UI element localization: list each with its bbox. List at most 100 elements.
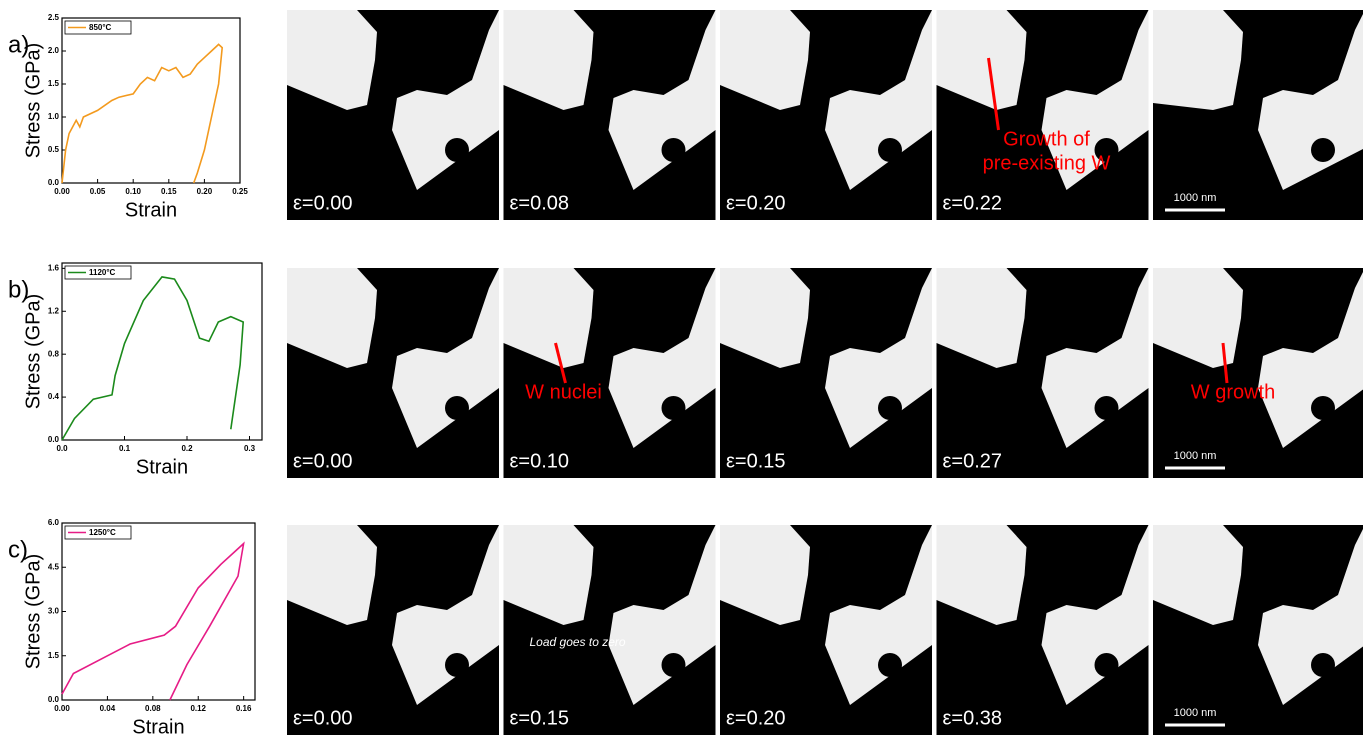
tem-frame: ε=0.00 — [287, 10, 499, 220]
tem-frame: ε=0.38 — [936, 525, 1149, 735]
annotation: W growth — [1191, 381, 1275, 403]
x-tick-label: 0.04 — [100, 704, 116, 713]
scale-bar-label: 1000 nm — [1174, 192, 1217, 204]
specimen-left — [1153, 268, 1243, 368]
strain-label: ε=0.15 — [726, 450, 786, 472]
y-tick-label: 0.0 — [48, 695, 60, 704]
specimen-right — [392, 10, 499, 190]
x-tick-label: 0.00 — [54, 704, 70, 713]
tem-frame: ε=0.27 — [936, 268, 1149, 478]
y-tick-label: 0.0 — [48, 178, 60, 187]
specimen-left — [720, 525, 810, 625]
y-tick-label: 4.5 — [48, 562, 60, 571]
strain-label: ε=0.15 — [510, 707, 570, 729]
specimen-left — [503, 268, 594, 368]
w-particle — [878, 396, 902, 420]
w-particle — [661, 653, 686, 677]
w-particle — [878, 138, 902, 162]
specimen-right — [1258, 529, 1363, 705]
plot-frame — [61, 262, 263, 441]
specimen-right — [1041, 268, 1149, 448]
strain-label: ε=0.20 — [726, 707, 786, 729]
panel-label: c) — [8, 536, 28, 563]
strain-label: ε=0.00 — [293, 707, 353, 729]
annotation-arrow — [987, 57, 1000, 131]
scale-bar-label: 1000 nm — [1174, 450, 1217, 462]
w-particle — [878, 653, 902, 677]
x-tick-label: 0.15 — [161, 187, 177, 196]
specimen-right — [1041, 10, 1149, 190]
legend-label: 1250°C — [89, 528, 116, 537]
w-particle — [1311, 653, 1335, 677]
x-tick-label: 0.05 — [90, 187, 106, 196]
y-tick-label: 2.5 — [48, 13, 60, 22]
specimen-right — [608, 525, 716, 705]
tem-frame: ε=0.00 — [287, 525, 499, 735]
specimen-left — [1153, 10, 1243, 110]
y-tick-label: 0.0 — [48, 435, 60, 444]
specimen-right — [825, 268, 932, 448]
legend-box — [64, 265, 132, 280]
strain-label: ε=0.10 — [510, 450, 570, 472]
specimen-left — [287, 10, 377, 110]
tem-frame: ε=0.20 — [720, 10, 932, 220]
specimen-right — [825, 10, 932, 190]
specimen-right — [392, 525, 499, 705]
plot-frame — [61, 522, 256, 701]
y-tick-label: 3.0 — [48, 607, 60, 616]
x-tick-label: 0.10 — [125, 187, 141, 196]
specimen-right — [1258, 14, 1363, 190]
w-particle — [445, 653, 469, 677]
scale-bar-label: 1000 nm — [1174, 707, 1217, 719]
annotation: Growth of — [1003, 128, 1090, 150]
x-tick-label: 0.3 — [244, 444, 256, 453]
y-tick-label: 1.5 — [48, 79, 60, 88]
w-particle — [445, 396, 469, 420]
x-tick-label: 0.08 — [145, 704, 161, 713]
strain-label: ε=0.20 — [726, 192, 786, 214]
legend-box — [64, 525, 132, 540]
x-tick-label: 0.20 — [197, 187, 213, 196]
specimen-right — [1041, 525, 1149, 705]
y-axis-label: Stress (GPa) — [22, 294, 44, 410]
tem-frame: 1000 nm W growth — [1153, 268, 1363, 478]
w-particle — [1311, 138, 1335, 162]
specimen-right — [825, 525, 932, 705]
panel-label: a) — [8, 31, 29, 58]
specimen-left — [503, 10, 594, 110]
tem-frame: 1000 nm — [1153, 525, 1363, 735]
series-line — [61, 276, 245, 441]
tem-frame: 1000 nm — [1153, 10, 1363, 220]
tem-frame: ε=0.00 — [287, 268, 499, 478]
specimen-left — [1153, 525, 1243, 625]
specimen-left — [720, 10, 810, 110]
x-tick-label: 0.25 — [232, 187, 248, 196]
specimen-right — [608, 268, 716, 448]
x-tick-label: 0.0 — [56, 444, 68, 453]
x-axis-label: Strain — [125, 199, 177, 221]
y-axis-label: Stress (GPa) — [22, 554, 44, 670]
w-particle — [1094, 396, 1119, 420]
plot-frame — [61, 17, 241, 184]
strain-label: ε=0.27 — [943, 450, 1003, 472]
y-tick-label: 0.4 — [48, 392, 60, 401]
strain-label: ε=0.08 — [510, 192, 570, 214]
specimen-right — [1258, 272, 1363, 448]
specimen-left — [936, 268, 1027, 368]
x-tick-label: 0.12 — [190, 704, 206, 713]
specimen-left — [503, 525, 594, 625]
specimen-left — [287, 525, 377, 625]
w-particle — [1094, 138, 1119, 162]
specimen-left — [720, 268, 810, 368]
w-particle — [1311, 396, 1335, 420]
y-tick-label: 1.5 — [48, 651, 60, 660]
x-axis-label: Strain — [136, 456, 188, 478]
legend-label: 1120°C — [89, 268, 116, 277]
note: Load goes to zero — [530, 635, 626, 649]
specimen-left — [936, 525, 1027, 625]
panel-label: b) — [8, 276, 29, 303]
w-particle — [1094, 653, 1119, 677]
x-tick-label: 0.16 — [236, 704, 252, 713]
